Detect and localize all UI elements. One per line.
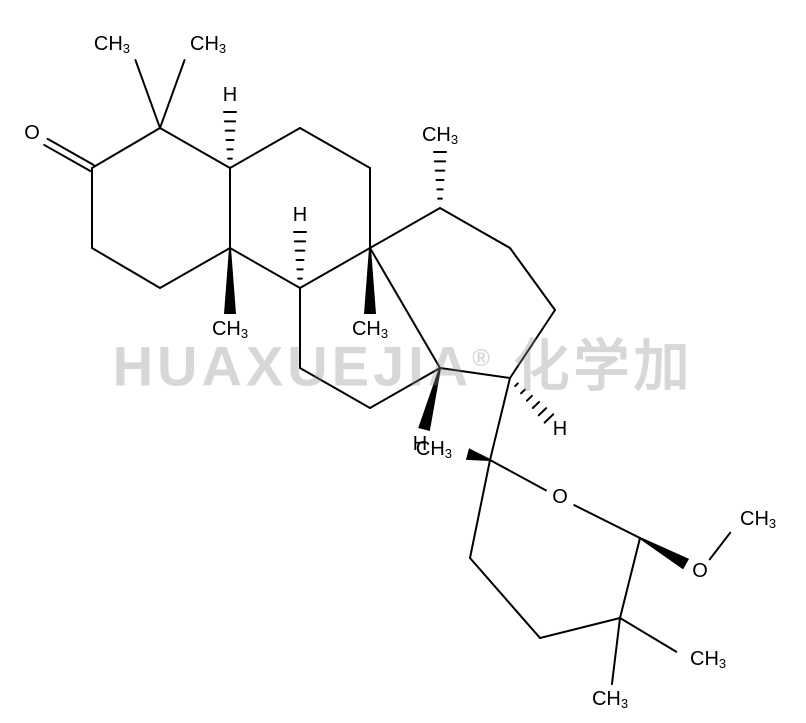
chemical-structure: OCH3CH3HCH3HCH3CH3HHCH3OOCH3CH3CH3 <box>0 0 806 723</box>
atom-label: O <box>552 486 568 508</box>
atom-label: O <box>692 560 708 582</box>
atom-label: CH3 <box>212 318 248 341</box>
atom-label: CH3 <box>190 33 226 56</box>
atom-label: H <box>553 418 567 440</box>
atom-label: CH3 <box>690 648 726 671</box>
atom-label: H <box>223 84 237 106</box>
atom-label: CH3 <box>352 318 388 341</box>
atom-label: CH3 <box>740 508 776 531</box>
atom-label: CH3 <box>94 33 130 56</box>
atom-label: CH3 <box>416 438 452 461</box>
atom-label: O <box>24 122 40 144</box>
atom-label: H <box>293 204 307 226</box>
atom-label: CH3 <box>422 124 458 147</box>
atom-label: CH3 <box>592 688 628 711</box>
